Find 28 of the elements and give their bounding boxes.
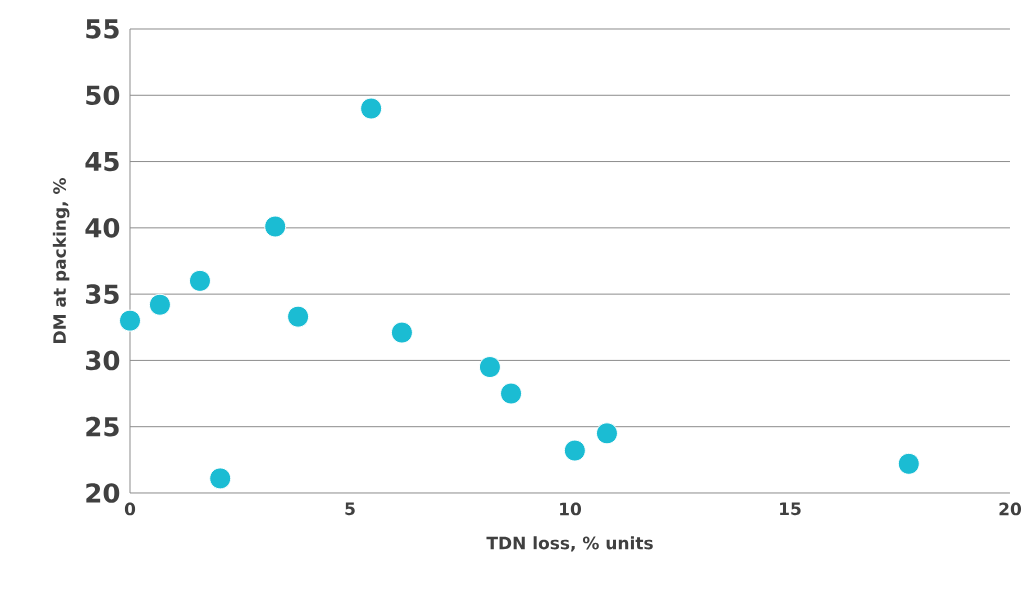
point: [188, 269, 211, 292]
point: [209, 467, 232, 490]
point: [500, 382, 523, 405]
y-tick-label: 20: [86, 483, 120, 503]
y-tick-label: 45: [85, 151, 119, 172]
point: [264, 215, 287, 238]
point: [360, 97, 383, 120]
x-tick-label: 15: [780, 502, 801, 516]
y-tick-label: 50: [86, 85, 120, 106]
point: [390, 321, 413, 344]
x-tick-label: 20: [999, 502, 1022, 516]
y-tick-label: 25: [86, 416, 119, 437]
y-tick-label: 40: [85, 218, 120, 238]
x-tick-label: 5: [345, 502, 355, 516]
x-axis-title: TDN loss, % units: [486, 536, 653, 552]
y-axis-title: DM at packing, %: [52, 178, 70, 343]
point: [897, 452, 920, 475]
y-tick-label: 30: [86, 350, 120, 371]
point: [287, 305, 310, 328]
y-tick-label: 35: [86, 284, 119, 304]
point: [148, 293, 171, 316]
x-tick-label: 10: [560, 502, 582, 516]
point: [119, 309, 142, 332]
y-tick-label: 55: [86, 19, 119, 39]
x-tick-label: 0: [124, 502, 136, 516]
point: [595, 422, 618, 445]
point: [563, 439, 586, 462]
point: [478, 356, 501, 379]
